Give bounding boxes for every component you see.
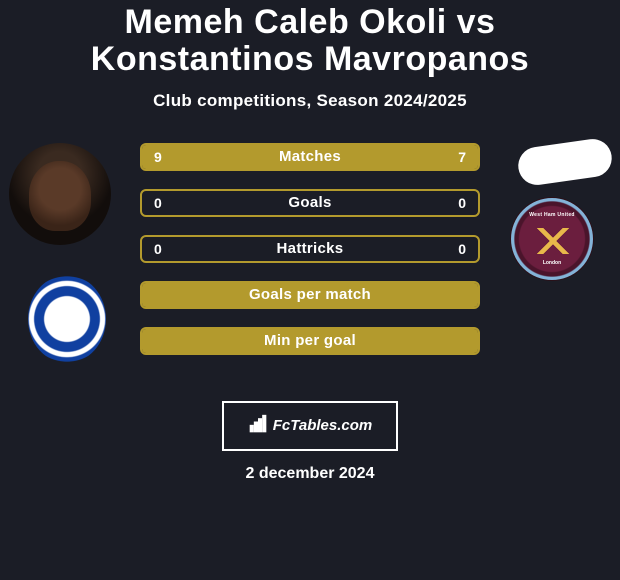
club-right-city: London <box>511 260 593 266</box>
stat-row: 00Hattricks <box>140 235 480 263</box>
stat-bars: 97Matches 00Goals 00Hattricks Goals per mat… <box>140 143 480 373</box>
stat-label: Goals <box>142 191 478 215</box>
player-left-avatar <box>9 143 111 245</box>
club-right-name: West Ham United <box>511 212 593 218</box>
chart-icon <box>248 414 268 438</box>
player-right-avatar <box>516 136 614 187</box>
stat-row: Min per goal <box>140 327 480 355</box>
stat-row: 00Goals <box>140 189 480 217</box>
brand-box: FcTables.com <box>222 401 398 451</box>
comparison-content: West Ham United London 97Matches 00Goals 0… <box>0 143 620 383</box>
comparison-subtitle: Club competitions, Season 2024/2025 <box>0 91 620 111</box>
stat-label: Matches <box>142 145 478 169</box>
player-left-club-badge <box>28 275 106 363</box>
stat-label: Hattricks <box>142 237 478 261</box>
stat-row: 97Matches <box>140 143 480 171</box>
stat-row: Goals per match <box>140 281 480 309</box>
stat-label: Goals per match <box>142 283 478 307</box>
stat-label: Min per goal <box>142 329 478 353</box>
comparison-title: Memeh Caleb Okoli vs Konstantinos Mavrop… <box>0 0 620 79</box>
player-right-club-badge: West Ham United London <box>510 197 594 281</box>
footer-date: 2 december 2024 <box>0 465 620 483</box>
brand-label: FcTables.com <box>273 417 372 434</box>
